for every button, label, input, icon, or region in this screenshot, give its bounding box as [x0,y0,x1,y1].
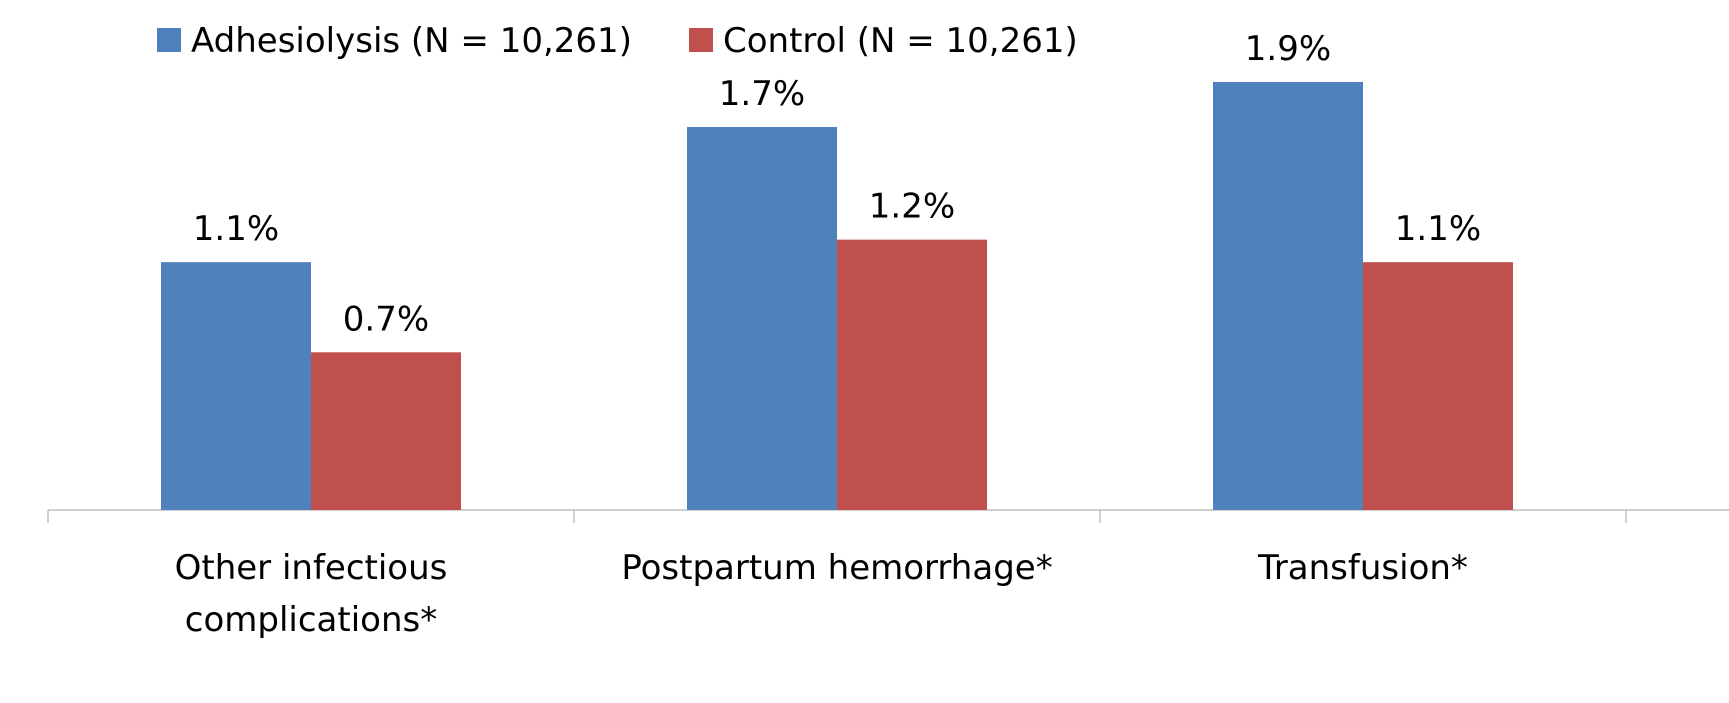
value-label: 1.1% [1395,209,1481,249]
value-label: 1.7% [719,74,805,114]
value-label: 1.1% [193,209,279,249]
value-label: 1.9% [1245,29,1331,69]
bar [161,262,311,510]
legend-swatch [157,28,181,52]
x-tick-label: Other infectious complications* [174,548,448,640]
legend-label: Adhesiolysis (N = 10,261) [191,21,632,61]
x-tick-label: Transfusion* [1258,548,1468,588]
legend-swatch [689,28,713,52]
bar [837,239,987,510]
bar [311,352,461,510]
bar [1213,81,1363,511]
value-label: 0.7% [343,299,429,339]
legend-label: Control (N = 10,261) [723,21,1078,61]
bar [687,126,837,511]
x-tick-label: Postpartum hemorrhage* [621,548,1053,588]
value-label: 1.2% [869,187,955,227]
bar [1363,262,1513,510]
